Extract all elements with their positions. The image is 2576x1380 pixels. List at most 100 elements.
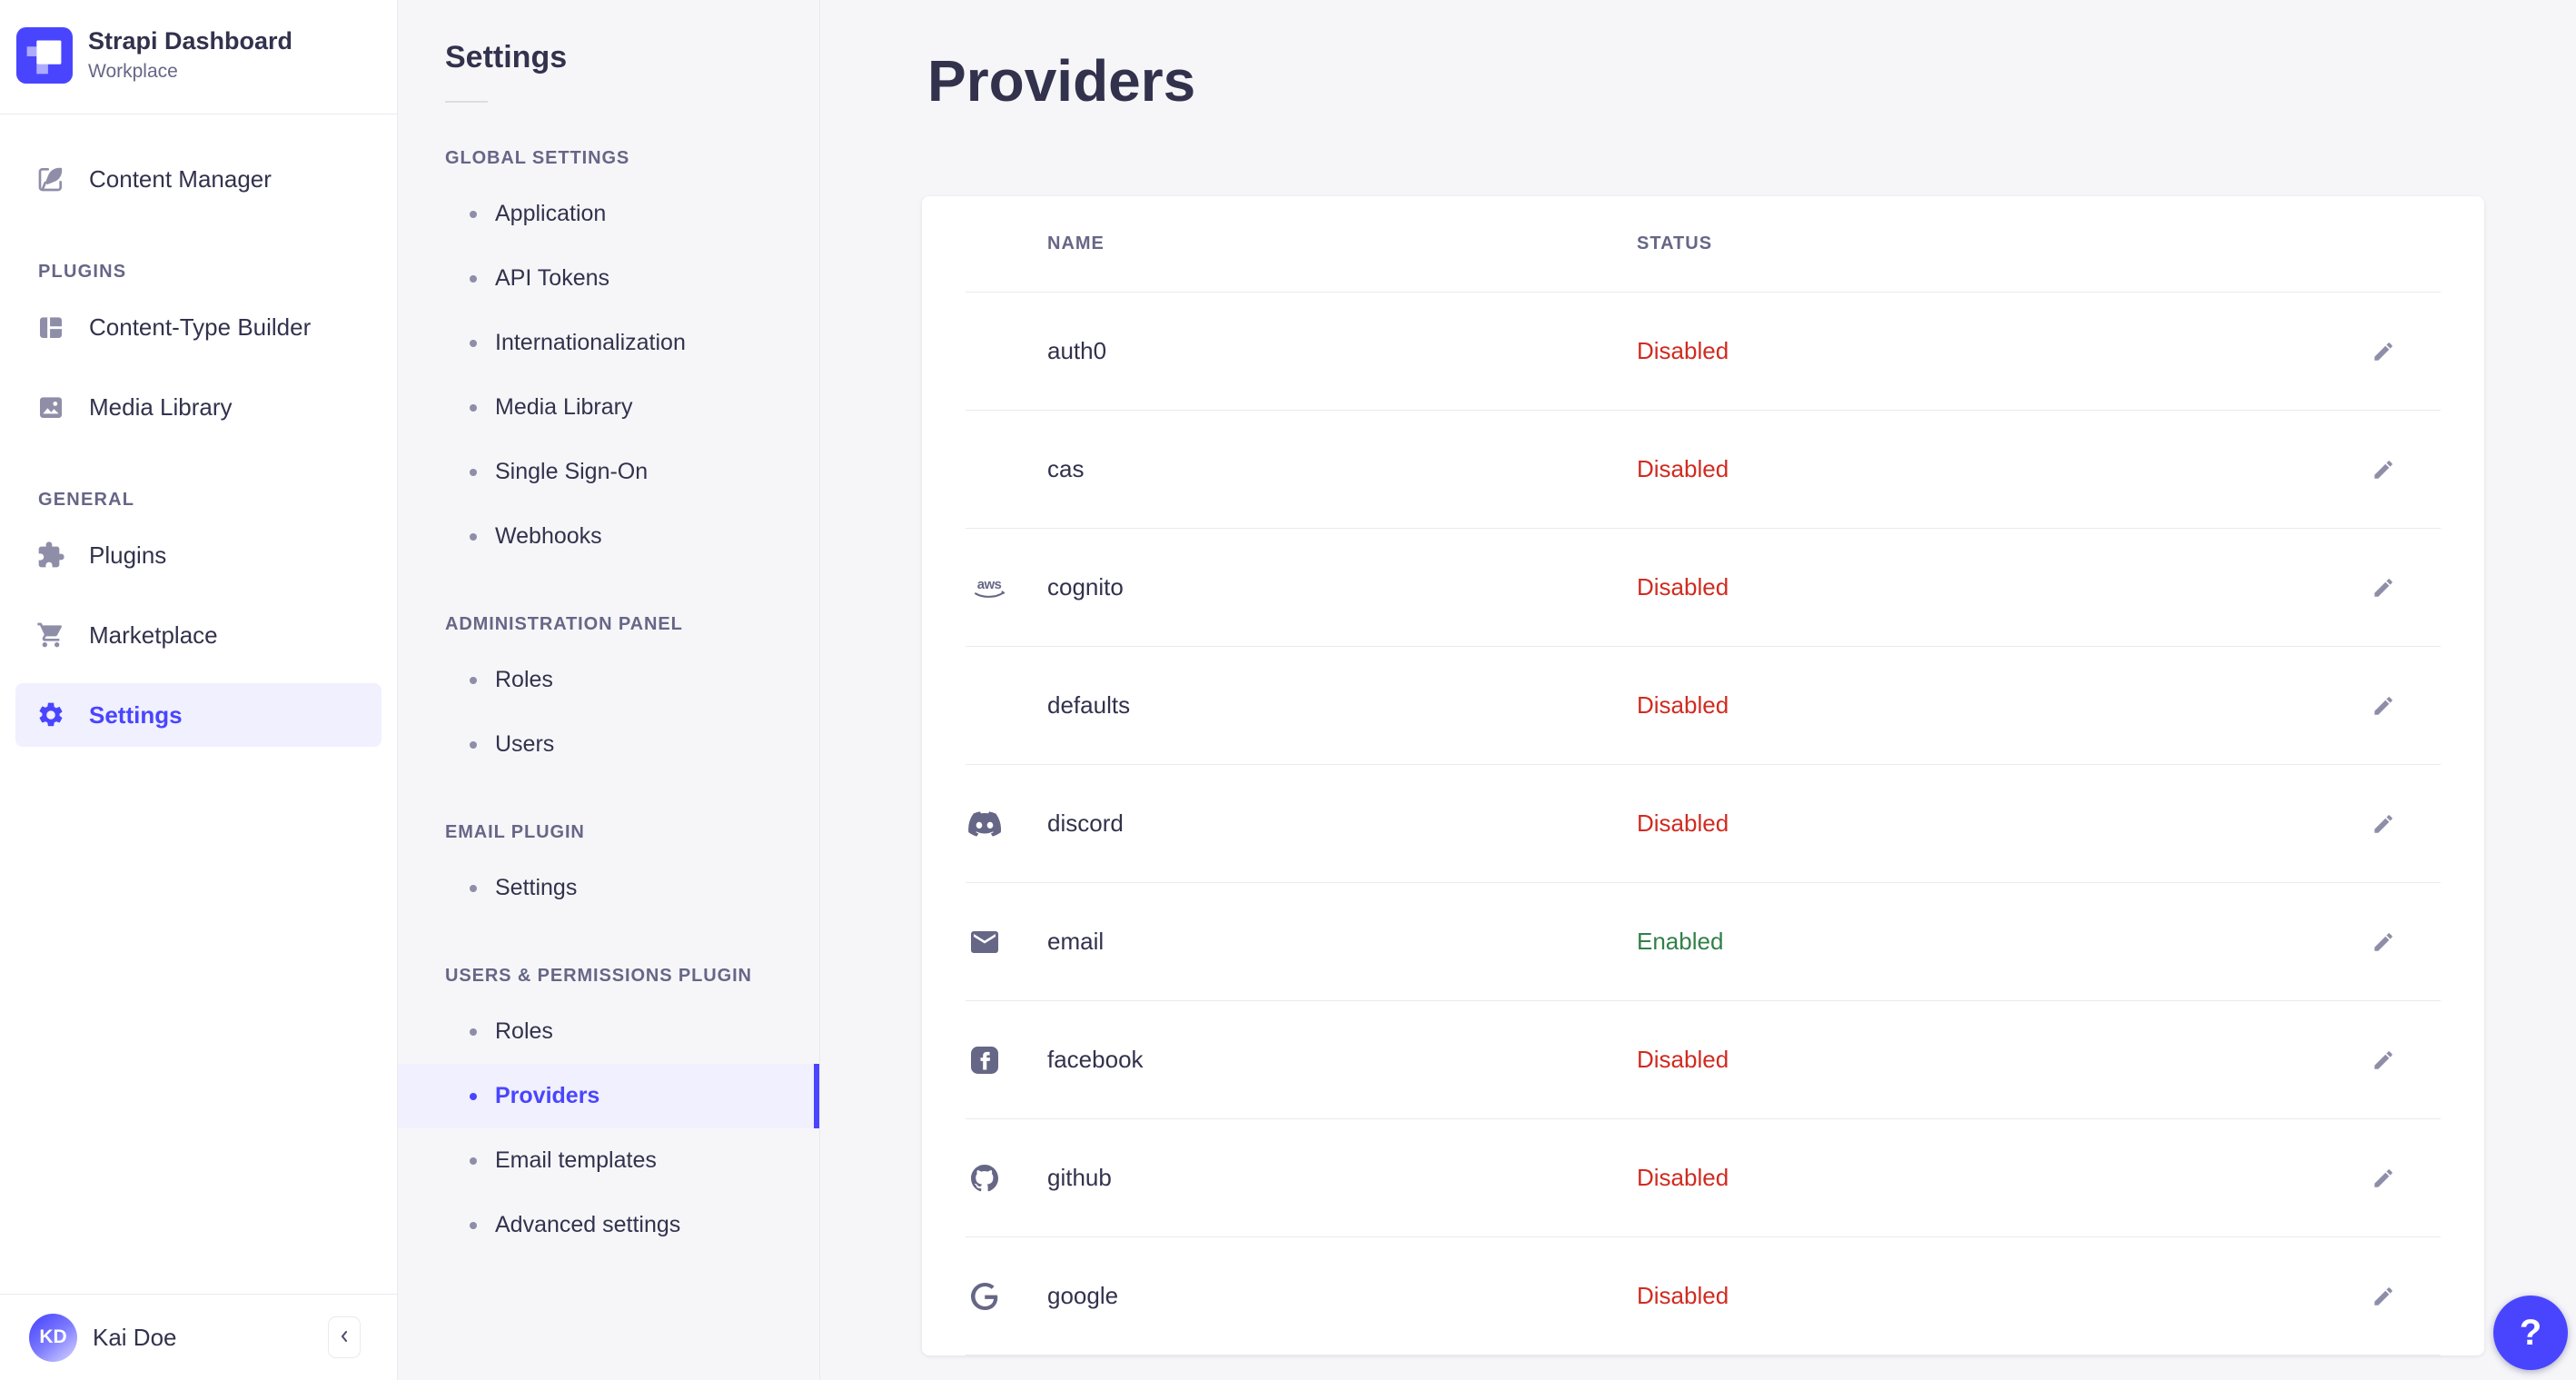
table-row-auth0[interactable]: auth0 Disabled bbox=[966, 293, 2441, 411]
workspace-switcher[interactable]: Strapi Dashboard Workplace bbox=[0, 0, 397, 115]
subnav-item-label: Media Library bbox=[495, 394, 633, 420]
sidebar-item-label: Marketplace bbox=[89, 621, 218, 649]
workspace-name: Workplace bbox=[88, 60, 178, 82]
status-badge: Disabled bbox=[1637, 455, 1729, 482]
subnav-item-label: Users bbox=[495, 731, 555, 757]
subnav-item-advanced-settings[interactable]: Advanced settings bbox=[398, 1193, 819, 1257]
table-row-email[interactable]: email Enabled bbox=[966, 883, 2441, 1001]
chevron-left-icon bbox=[335, 1327, 353, 1348]
status-badge: Enabled bbox=[1637, 928, 1724, 955]
subnav-item-roles[interactable]: Roles bbox=[398, 648, 819, 712]
table-row-google[interactable]: google Disabled bbox=[966, 1237, 2441, 1355]
edit-provider-button[interactable] bbox=[2372, 458, 2395, 482]
sidebar-item-marketplace[interactable]: Marketplace bbox=[15, 603, 381, 667]
no-icon bbox=[968, 452, 1010, 488]
table-row-facebook[interactable]: facebook Disabled bbox=[966, 1001, 2441, 1119]
sidebar-item-settings[interactable]: Settings bbox=[15, 683, 381, 748]
sidebar-item-media-library[interactable]: Media Library bbox=[15, 375, 381, 439]
no-icon bbox=[968, 688, 1010, 724]
subnav-item-label: Roles bbox=[495, 1018, 553, 1044]
main-sidebar: Strapi Dashboard Workplace Content Manag… bbox=[0, 0, 398, 1380]
nav-section-label-plugins: PLUGINS bbox=[38, 262, 127, 283]
subnav-item-label: Providers bbox=[495, 1083, 600, 1108]
edit-provider-button[interactable] bbox=[2372, 1285, 2395, 1308]
provider-name: auth0 bbox=[1047, 337, 1107, 364]
bullet-icon bbox=[470, 274, 477, 283]
subnav-section-label-administration-panel: ADMINISTRATION PANEL bbox=[445, 614, 683, 634]
status-badge: Disabled bbox=[1637, 1046, 1729, 1073]
discord-icon bbox=[968, 806, 1010, 842]
table-row-github[interactable]: github Disabled bbox=[966, 1119, 2441, 1237]
app-title: Strapi Dashboard bbox=[88, 27, 293, 55]
aws-icon: aws bbox=[968, 570, 1010, 606]
settings-subnav: Settings GLOBAL SETTINGS Application API T… bbox=[398, 0, 820, 1380]
bullet-icon bbox=[470, 403, 477, 412]
subnav-item-label: Email templates bbox=[495, 1147, 657, 1173]
provider-name: cognito bbox=[1047, 573, 1124, 601]
subnav-item-api-tokens[interactable]: API Tokens bbox=[398, 246, 819, 311]
table-row-discord[interactable]: discord Disabled bbox=[966, 765, 2441, 883]
edit-provider-button[interactable] bbox=[2372, 576, 2395, 600]
pencil-icon bbox=[2372, 1167, 2395, 1190]
subnav-item-roles[interactable]: Roles bbox=[398, 999, 819, 1064]
edit-provider-button[interactable] bbox=[2372, 930, 2395, 954]
sidebar-item-content-manager[interactable]: Content Manager bbox=[15, 147, 381, 211]
edit-provider-button[interactable] bbox=[2372, 340, 2395, 363]
avatar: KD bbox=[29, 1313, 77, 1362]
pencil-icon bbox=[2372, 812, 2395, 836]
edit-provider-button[interactable] bbox=[2372, 694, 2395, 718]
bullet-icon bbox=[470, 339, 477, 347]
main-navigation: Content Manager PLUGINS Content-Type Build… bbox=[0, 147, 397, 748]
pencil-icon bbox=[2372, 340, 2395, 363]
status-badge: Disabled bbox=[1637, 337, 1729, 364]
provider-name: email bbox=[1047, 928, 1105, 955]
subnav-item-single-sign-on[interactable]: Single Sign-On bbox=[398, 440, 819, 504]
subnav-section-label-users-permissions-plugin: USERS & PERMISSIONS PLUGIN bbox=[445, 966, 752, 986]
bullet-icon bbox=[470, 1221, 477, 1229]
subnav-item-label: Settings bbox=[495, 875, 578, 900]
sidebar-item-plugins[interactable]: Plugins bbox=[15, 523, 381, 587]
bullet-icon bbox=[470, 1157, 477, 1165]
edit-provider-button[interactable] bbox=[2372, 1167, 2395, 1190]
table-row-defaults[interactable]: defaults Disabled bbox=[966, 647, 2441, 765]
sidebar-item-content-type-builder[interactable]: Content-Type Builder bbox=[15, 295, 381, 359]
sidebar-item-label: Settings bbox=[89, 700, 183, 729]
subnav-item-email-templates[interactable]: Email templates bbox=[398, 1128, 819, 1193]
subnav-item-webhooks[interactable]: Webhooks bbox=[398, 504, 819, 569]
status-badge: Disabled bbox=[1637, 1282, 1729, 1309]
bullet-icon bbox=[470, 676, 477, 684]
layout-grid-icon bbox=[36, 313, 65, 342]
avatar-initials: KD bbox=[39, 1326, 67, 1347]
subnav-item-label: Webhooks bbox=[495, 523, 602, 549]
sidebar-item-label: Content Manager bbox=[89, 164, 272, 193]
subnav-item-media-library[interactable]: Media Library bbox=[398, 375, 819, 440]
subnav-item-application[interactable]: Application bbox=[398, 182, 819, 246]
svg-text:aws: aws bbox=[977, 577, 1002, 592]
pencil-icon bbox=[2372, 1048, 2395, 1072]
subnav-item-users[interactable]: Users bbox=[398, 712, 819, 777]
table-row-cas[interactable]: cas Disabled bbox=[966, 411, 2441, 529]
subnav-item-settings[interactable]: Settings bbox=[398, 856, 819, 920]
table-row-cognito[interactable]: aws cognito Disabled bbox=[966, 529, 2441, 647]
status-badge: Disabled bbox=[1637, 573, 1729, 601]
bullet-icon bbox=[470, 1092, 477, 1100]
user-row: KD Kai Doe bbox=[0, 1294, 397, 1380]
feather-pen-icon bbox=[36, 164, 65, 194]
help-button[interactable]: ? bbox=[2493, 1296, 2568, 1370]
provider-name: facebook bbox=[1047, 1046, 1144, 1073]
bullet-icon bbox=[470, 1028, 477, 1036]
bullet-icon bbox=[470, 468, 477, 476]
edit-provider-button[interactable] bbox=[2372, 812, 2395, 836]
subnav-item-internationalization[interactable]: Internationalization bbox=[398, 311, 819, 375]
subnav-sections: GLOBAL SETTINGS Application API Tokens Inte… bbox=[398, 148, 819, 1257]
collapse-sidebar-button[interactable] bbox=[328, 1316, 361, 1358]
email-icon bbox=[968, 924, 1010, 960]
pencil-icon bbox=[2372, 458, 2395, 482]
edit-provider-button[interactable] bbox=[2372, 1048, 2395, 1072]
status-badge: Disabled bbox=[1637, 809, 1729, 837]
subnav-item-providers[interactable]: Providers bbox=[398, 1064, 819, 1128]
main-content: Providers NAME STATUS auth0 Disabled cas Di… bbox=[820, 0, 2576, 1380]
github-icon bbox=[968, 1160, 1010, 1196]
subnav-section-label-global-settings: GLOBAL SETTINGS bbox=[445, 148, 630, 168]
